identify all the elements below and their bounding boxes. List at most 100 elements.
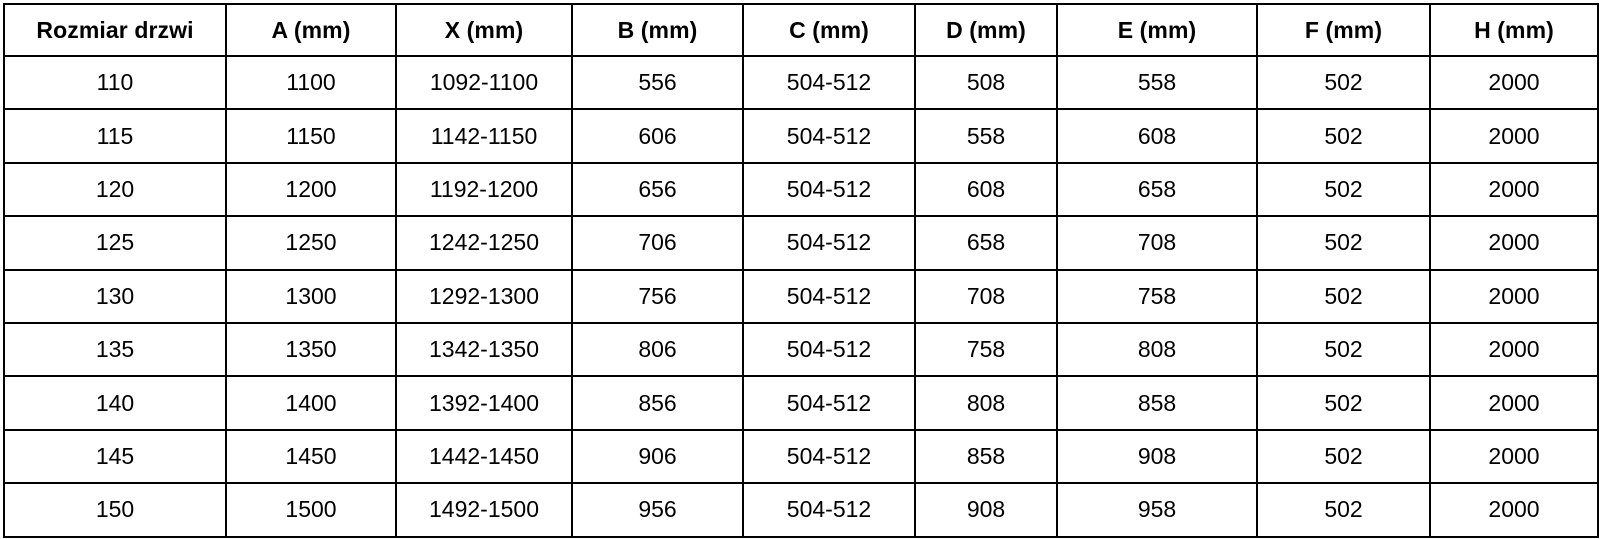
cell-x: 1492-1500 <box>396 483 573 537</box>
cell-a: 1300 <box>226 269 397 324</box>
cell-x: 1092-1100 <box>396 56 573 111</box>
column-header-c: C (mm) <box>743 4 916 57</box>
cell-d: 808 <box>915 376 1058 431</box>
door-dimensions-table: Rozmiar drzwi A (mm) X (mm) B (mm) C (mm… <box>3 3 1599 538</box>
cell-e: 808 <box>1057 322 1258 378</box>
cell-c: 504-512 <box>743 429 916 485</box>
cell-e: 708 <box>1057 216 1258 271</box>
cell-c: 504-512 <box>743 376 916 431</box>
cell-d: 558 <box>915 109 1058 164</box>
cell-c: 504-512 <box>743 483 916 537</box>
cell-h: 2000 <box>1430 429 1598 485</box>
cell-h: 2000 <box>1488 496 1540 523</box>
cell-c: 504-512 <box>743 162 916 218</box>
cell-e: 758 <box>1057 269 1258 324</box>
cell-size: 120 <box>4 162 227 218</box>
table-row: 120 1200 1192-1200 656 504-512 608 658 5… <box>4 162 1598 218</box>
cell-d: 858 <box>915 429 1058 485</box>
cell-x: 1392-1400 <box>396 376 573 431</box>
column-header-x: X (mm) <box>396 4 573 57</box>
table-row: 145 1450 1442-1450 906 504-512 858 908 5… <box>4 429 1598 485</box>
specification-table-container: Rozmiar drzwi A (mm) X (mm) B (mm) C (mm… <box>3 3 1599 538</box>
cell-h: 2000 <box>1430 56 1598 111</box>
cell-d: 908 <box>915 483 1058 537</box>
cell-x: 1292-1300 <box>396 269 573 324</box>
table-row: 125 1250 1242-1250 706 504-512 658 708 5… <box>4 216 1598 271</box>
cell-b: 956 <box>572 483 744 537</box>
cell-e: 958 <box>1057 483 1258 537</box>
cell-e: 608 <box>1057 109 1258 164</box>
cell-size: 115 <box>4 109 227 164</box>
table-body: 110 1100 1092-1100 556 504-512 508 558 5… <box>4 56 1598 537</box>
cell-e: 658 <box>1057 162 1258 218</box>
column-header-f: F (mm) <box>1257 4 1431 57</box>
cell-size: 145 <box>4 429 227 485</box>
cell-f: 502 <box>1257 322 1431 378</box>
cell-f: 502 <box>1257 56 1431 111</box>
cell-a: 1450 <box>226 429 397 485</box>
cell-b: 806 <box>572 322 744 378</box>
cell-c: 504-512 <box>743 216 916 271</box>
cell-f: 502 <box>1257 429 1431 485</box>
cell-x: 1142-1150 <box>396 109 573 164</box>
cell-a: 1150 <box>226 109 397 164</box>
cell-b: 556 <box>572 56 744 111</box>
cell-d: 608 <box>915 162 1058 218</box>
cell-b: 706 <box>572 216 744 271</box>
cell-c: 504-512 <box>743 109 916 164</box>
column-header-d: D (mm) <box>915 4 1058 57</box>
table-row: 140 1400 1392-1400 856 504-512 808 858 5… <box>4 376 1598 431</box>
column-header-h: H (mm) <box>1430 4 1598 57</box>
table-row: 115 1150 1142-1150 606 504-512 558 608 5… <box>4 109 1598 164</box>
cell-x: 1342-1350 <box>396 322 573 378</box>
cell-b: 856 <box>572 376 744 431</box>
column-header-rozmiar-drzwi: Rozmiar drzwi <box>4 4 227 57</box>
cell-c: 504-512 <box>743 56 916 111</box>
cell-x: 1242-1250 <box>396 216 573 271</box>
cell-b: 756 <box>572 269 744 324</box>
column-header-e: E (mm) <box>1057 4 1258 57</box>
table-header: Rozmiar drzwi A (mm) X (mm) B (mm) C (mm… <box>4 4 1598 57</box>
cell-b: 906 <box>572 429 744 485</box>
table-row: 150 1500 1492-1500 956 504-512 908 958 5… <box>4 483 1598 537</box>
cell-e: 558 <box>1057 56 1258 111</box>
cell-d: 658 <box>915 216 1058 271</box>
cell-x: 1442-1450 <box>396 429 573 485</box>
cell-f: 502 <box>1257 483 1431 537</box>
cell-x: 1192-1200 <box>396 162 573 218</box>
table-row: 110 1100 1092-1100 556 504-512 508 558 5… <box>4 56 1598 111</box>
cell-d: 758 <box>915 322 1058 378</box>
cell-a: 1350 <box>226 322 397 378</box>
cell-a: 1200 <box>226 162 397 218</box>
cell-size: 125 <box>4 216 227 271</box>
cell-f: 502 <box>1257 162 1431 218</box>
cell-h: 2000 <box>1430 162 1598 218</box>
cell-d: 708 <box>915 269 1058 324</box>
cell-e: 908 <box>1057 429 1258 485</box>
cell-c: 504-512 <box>743 269 916 324</box>
cell-size: 130 <box>4 269 227 324</box>
cell-h: 2000 <box>1430 216 1598 271</box>
cell-h: 2000 <box>1430 109 1598 164</box>
column-header-a: A (mm) <box>226 4 397 57</box>
table-row: 135 1350 1342-1350 806 504-512 758 808 5… <box>4 322 1598 378</box>
cell-f: 502 <box>1257 269 1431 324</box>
cell-h: 2000 <box>1430 376 1598 431</box>
column-header-b: B (mm) <box>572 4 744 57</box>
cell-size: 140 <box>4 376 227 431</box>
table-header-row: Rozmiar drzwi A (mm) X (mm) B (mm) C (mm… <box>4 4 1598 57</box>
cell-f: 502 <box>1257 376 1431 431</box>
cell-b: 656 <box>572 162 744 218</box>
cell-f: 502 <box>1257 216 1431 271</box>
cell-b: 606 <box>572 109 744 164</box>
cell-a: 1500 <box>226 483 397 537</box>
cell-e: 858 <box>1057 376 1258 431</box>
cell-size: 150 <box>4 483 227 537</box>
cell-h: 2000 <box>1430 269 1598 324</box>
cell-c: 504-512 <box>743 322 916 378</box>
cell-size: 135 <box>4 322 227 378</box>
cell-a: 1250 <box>226 216 397 271</box>
cell-d: 508 <box>915 56 1058 111</box>
cell-f: 502 <box>1257 109 1431 164</box>
cell-a: 1100 <box>226 56 397 111</box>
